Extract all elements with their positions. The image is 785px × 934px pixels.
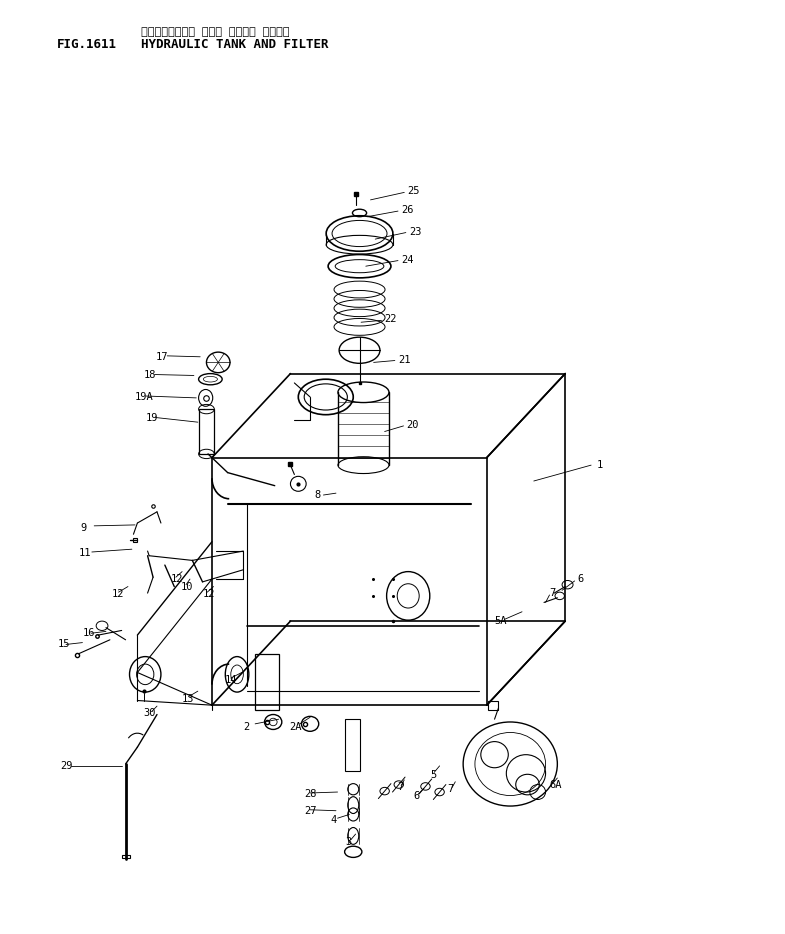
Bar [199,409,214,454]
Text: 22: 22 [385,315,397,324]
Text: 25: 25 [407,187,420,196]
Text: 6: 6 [577,574,583,584]
Text: 11: 11 [78,548,91,558]
Bar [345,719,360,771]
Text: 13: 13 [182,694,195,703]
Text: 12: 12 [111,589,124,599]
Text: 9: 9 [81,523,87,532]
Text: 8: 8 [314,490,320,500]
Text: 15: 15 [57,640,70,649]
Text: 24: 24 [401,255,414,264]
Bar [255,654,279,710]
Text: 12: 12 [203,589,215,599]
Bar [122,855,130,858]
Text: 12: 12 [171,574,184,584]
Text: 28: 28 [305,789,317,799]
Text: 30: 30 [144,708,156,717]
Text: 20: 20 [407,420,419,430]
Text: 2A: 2A [289,722,301,731]
Text: 2: 2 [243,722,250,731]
Text: 7: 7 [550,588,556,598]
Bar [488,700,498,710]
Text: 10: 10 [181,582,193,591]
Text: FIG.1611: FIG.1611 [57,38,116,51]
Text: 19: 19 [145,414,158,423]
Text: 5A: 5A [495,616,507,626]
Text: 21: 21 [398,355,411,364]
Text: 7: 7 [447,785,454,794]
Text: 1: 1 [597,460,603,470]
Text: 27: 27 [305,806,317,815]
Text: 26: 26 [401,205,414,215]
Text: ハイト゛ロリック タンク オヨビ゛ フィルタ: ハイト゛ロリック タンク オヨビ゛ フィルタ [141,27,290,36]
Text: 6A: 6A [550,780,562,789]
Text: 7: 7 [397,783,403,792]
Text: 6: 6 [414,791,420,800]
Text: HYDRAULIC TANK AND FILTER: HYDRAULIC TANK AND FILTER [141,38,329,51]
Text: 16: 16 [82,629,95,638]
Text: 5: 5 [430,771,436,780]
Text: 29: 29 [60,761,73,771]
Text: 23: 23 [409,227,422,236]
Text: 18: 18 [144,371,156,380]
Text: 17: 17 [155,352,168,361]
Text: 4: 4 [330,815,337,825]
Text: 3: 3 [345,838,352,847]
Text: 14: 14 [225,675,237,685]
Text: 19A: 19A [135,392,154,402]
